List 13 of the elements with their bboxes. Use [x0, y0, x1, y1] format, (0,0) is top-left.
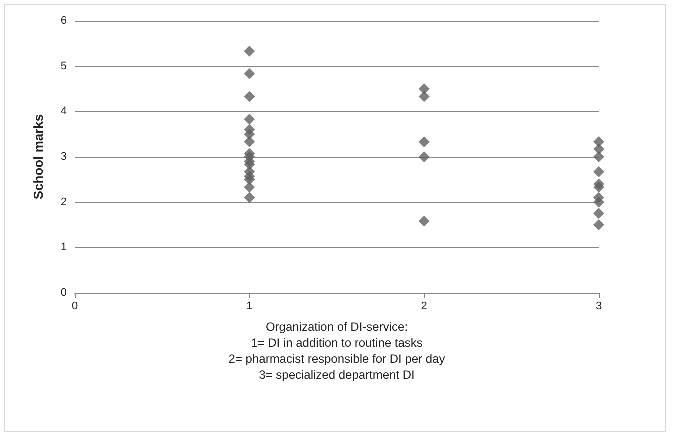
y-tick-label: 6 — [60, 15, 67, 27]
y-tick-label: 0 — [60, 287, 67, 299]
x-tick-label: 2 — [421, 300, 428, 312]
y-axis-title: School marks — [31, 114, 46, 200]
y-tick-label: 1 — [60, 242, 67, 254]
x-axis-title: Organization of DI-service: 1= DI in addition to routine tasks 2= pharmacist responsible for DI per day 3= specialized department DI — [228, 320, 446, 382]
x-tick-label: 0 — [72, 300, 78, 312]
y-tick-label: 4 — [60, 106, 67, 118]
y-tick-label: 5 — [60, 60, 67, 72]
y-tick-label: 3 — [60, 151, 67, 163]
x-tick-label: 1 — [246, 300, 253, 312]
x-tick-label: 3 — [596, 300, 602, 312]
y-tick-label: 2 — [60, 196, 67, 208]
